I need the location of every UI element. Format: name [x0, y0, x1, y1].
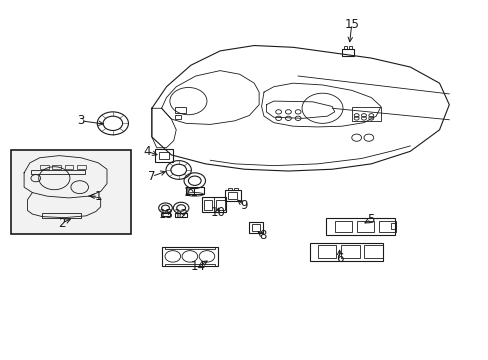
Text: 13: 13	[159, 208, 174, 221]
Bar	[159, 152, 168, 159]
Bar	[364, 245, 382, 258]
Bar	[160, 213, 170, 216]
Bar	[11, 149, 131, 234]
Text: 4: 4	[143, 145, 150, 158]
Bar	[31, 170, 84, 174]
Text: 6: 6	[335, 252, 343, 265]
Bar	[77, 165, 85, 169]
Bar	[175, 107, 185, 113]
Bar	[348, 46, 351, 49]
Bar	[343, 46, 346, 49]
Bar	[64, 165, 73, 169]
Text: 8: 8	[259, 229, 266, 242]
Bar	[378, 221, 395, 232]
Text: 14: 14	[190, 260, 205, 273]
Text: 3: 3	[77, 114, 84, 127]
Text: 1: 1	[94, 190, 102, 203]
Bar	[164, 264, 215, 266]
Bar	[334, 221, 351, 232]
Bar	[227, 188, 231, 190]
Bar	[228, 192, 237, 199]
Bar	[341, 49, 353, 56]
Bar	[340, 245, 359, 258]
Bar	[326, 219, 394, 234]
Bar	[224, 190, 240, 201]
Bar	[40, 165, 49, 169]
Bar	[251, 225, 259, 231]
Bar	[202, 197, 226, 212]
Text: 2: 2	[58, 216, 65, 230]
Bar	[248, 222, 262, 233]
Bar	[310, 243, 383, 261]
Bar	[175, 213, 186, 217]
Bar	[317, 245, 335, 258]
Bar	[42, 213, 81, 218]
Bar	[215, 200, 224, 211]
Bar	[175, 115, 181, 119]
Text: 5: 5	[367, 213, 374, 226]
Text: 10: 10	[210, 206, 224, 219]
Bar	[164, 247, 215, 249]
Bar	[233, 188, 237, 190]
Text: 7: 7	[148, 170, 155, 183]
Text: 9: 9	[240, 199, 248, 212]
Bar	[185, 187, 203, 194]
Bar	[203, 200, 212, 211]
Bar	[161, 247, 218, 266]
Bar	[52, 165, 61, 169]
Bar	[390, 223, 395, 229]
Bar	[155, 149, 172, 162]
Bar	[356, 221, 373, 232]
Text: 11: 11	[183, 186, 198, 199]
Text: 12: 12	[173, 208, 188, 221]
Text: 15: 15	[344, 18, 359, 31]
Bar	[351, 107, 380, 121]
